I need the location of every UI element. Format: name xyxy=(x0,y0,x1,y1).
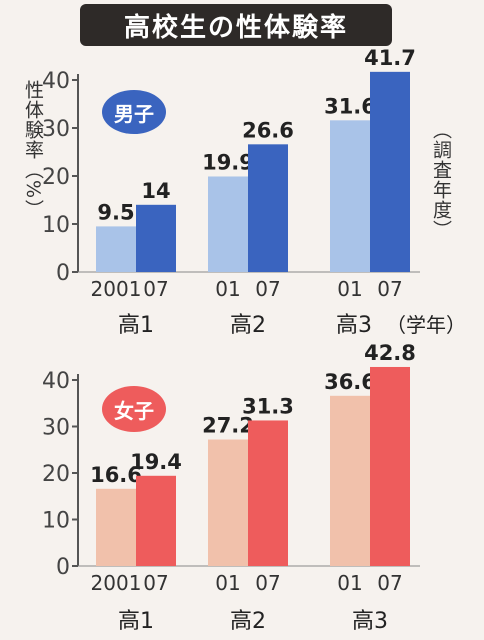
female-year-tick: 07 xyxy=(377,571,402,595)
female-data-label: 16.6 xyxy=(90,463,142,487)
male-y-tick-label: 20 xyxy=(42,165,70,190)
male-data-label: 9.5 xyxy=(97,200,134,224)
male-year-tick: 07 xyxy=(377,277,402,301)
male-data-label: 19.9 xyxy=(202,150,254,174)
male-bar xyxy=(96,226,136,272)
female-category-label: 高3 xyxy=(352,609,388,634)
male-bar xyxy=(370,71,410,272)
female-bar xyxy=(208,439,248,566)
female-bar xyxy=(330,395,370,566)
female-y-tick-label: 0 xyxy=(56,555,70,580)
male-bar xyxy=(136,204,176,272)
male-data-label: 14 xyxy=(141,179,170,203)
female-data-label: 31.3 xyxy=(242,394,294,418)
male-badge: 男子 xyxy=(102,90,166,134)
survey-year-label: （調査年度） xyxy=(430,120,452,240)
male-year-tick: 2001 xyxy=(91,277,142,301)
male-data-label: 26.6 xyxy=(242,118,294,142)
y-axis-label: 性体験率（%） xyxy=(22,80,44,220)
male-bar xyxy=(248,144,288,272)
male-category-label: 高3 xyxy=(336,313,372,338)
female-data-label: 19.4 xyxy=(130,450,182,474)
female-y-tick-label: 10 xyxy=(42,509,70,534)
male-category-label: 高1 xyxy=(118,313,154,338)
male-y-tick-label: 40 xyxy=(42,69,70,94)
female-year-tick: 01 xyxy=(337,571,362,595)
female-category-label: 高2 xyxy=(230,609,266,634)
female-badge: 女子 xyxy=(102,386,166,432)
female-data-label: 36.6 xyxy=(324,370,376,394)
female-bar xyxy=(370,366,410,566)
male-year-tick: 01 xyxy=(215,277,240,301)
female-y-tick-label: 20 xyxy=(42,462,70,487)
female-year-tick: 2001 xyxy=(91,571,142,595)
male-bar xyxy=(208,176,248,272)
male-year-tick: 07 xyxy=(143,277,168,301)
male-year-tick: 01 xyxy=(337,277,362,301)
female-year-tick: 01 xyxy=(215,571,240,595)
male-data-label: 41.7 xyxy=(364,46,416,70)
female-bar xyxy=(136,475,176,566)
female-y-tick-label: 40 xyxy=(42,369,70,394)
female-category-label: 高1 xyxy=(118,609,154,634)
female-bar xyxy=(248,420,288,566)
chart-title: 高校生の性体験率 xyxy=(80,4,392,46)
grade-unit-label: （学年） xyxy=(386,313,466,337)
female-data-label: 42.8 xyxy=(364,341,416,365)
male-y-tick-label: 30 xyxy=(42,117,70,142)
female-y-tick-label: 30 xyxy=(42,416,70,441)
male-y-tick-label: 0 xyxy=(56,261,70,286)
male-year-tick: 07 xyxy=(255,277,280,301)
male-bar xyxy=(330,120,370,272)
female-year-tick: 07 xyxy=(255,571,280,595)
female-year-tick: 07 xyxy=(143,571,168,595)
male-y-tick-label: 10 xyxy=(42,213,70,238)
male-category-label: 高2 xyxy=(230,313,266,338)
female-bar xyxy=(96,488,136,566)
male-data-label: 31.6 xyxy=(324,94,376,118)
female-data-label: 27.2 xyxy=(202,414,254,438)
